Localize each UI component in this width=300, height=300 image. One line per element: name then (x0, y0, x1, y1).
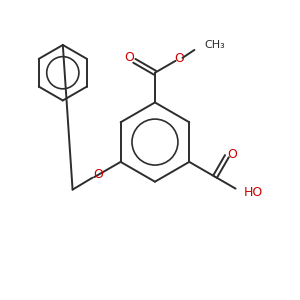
Text: O: O (93, 168, 103, 181)
Text: O: O (124, 51, 134, 64)
Text: O: O (227, 148, 237, 161)
Text: CH₃: CH₃ (204, 40, 225, 50)
Text: O: O (175, 52, 184, 65)
Text: HO: HO (244, 186, 263, 199)
